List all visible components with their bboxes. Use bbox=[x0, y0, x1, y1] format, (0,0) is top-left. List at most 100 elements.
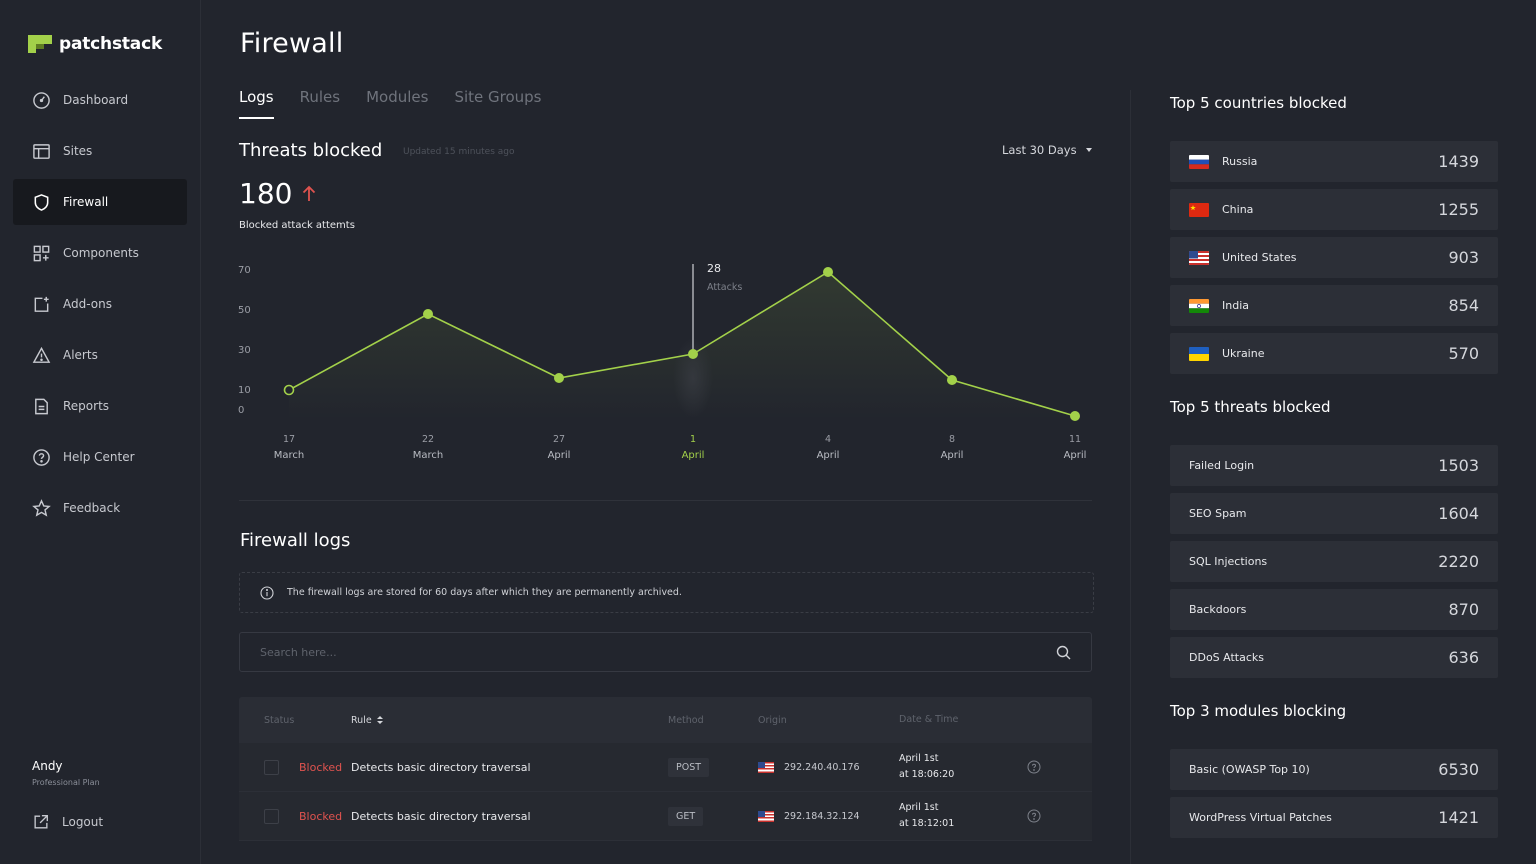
date-range-dropdown[interactable]: Last 30 Days bbox=[1002, 143, 1092, 157]
x-tick-day: 27 bbox=[553, 434, 565, 445]
arrow-up-icon bbox=[303, 185, 316, 201]
column-method: Method bbox=[668, 714, 704, 726]
country-count: 903 bbox=[1448, 248, 1479, 267]
sort-icon[interactable] bbox=[376, 716, 383, 724]
components-grid-icon bbox=[33, 245, 50, 261]
tooltip-value: 28 bbox=[707, 262, 721, 275]
updated-timestamp: Updated 15 minutes ago bbox=[403, 147, 515, 157]
user-info: Andy Professional Plan bbox=[32, 759, 100, 787]
y-tick-label: 70 bbox=[238, 265, 251, 276]
x-tick-month: March bbox=[274, 450, 304, 461]
search-icon[interactable] bbox=[1056, 645, 1071, 660]
threats-total: 180 bbox=[239, 177, 316, 210]
patchstack-logo-icon bbox=[28, 35, 52, 53]
row-checkbox[interactable] bbox=[264, 759, 279, 775]
column-rule-label: Rule bbox=[351, 714, 372, 726]
x-tick-day: 17 bbox=[283, 434, 295, 445]
country-card-china[interactable]: China 1255 bbox=[1170, 189, 1498, 230]
search-box bbox=[239, 632, 1092, 672]
firewall-logs-title: Firewall logs bbox=[240, 530, 351, 551]
country-count: 1439 bbox=[1438, 152, 1479, 171]
user-name: Andy bbox=[32, 759, 63, 773]
sidebar-item-label: Add-ons bbox=[63, 297, 112, 311]
threat-name: SEO Spam bbox=[1189, 507, 1247, 520]
threat-name: DDoS Attacks bbox=[1189, 651, 1264, 664]
threat-name: Backdoors bbox=[1189, 603, 1247, 616]
log-date: April 1st bbox=[899, 753, 939, 764]
sidebar-item-components[interactable]: Components bbox=[13, 230, 187, 276]
module-count: 1421 bbox=[1438, 808, 1479, 827]
x-tick-month: March bbox=[413, 450, 443, 461]
addons-square-plus-icon bbox=[34, 296, 49, 312]
threat-card[interactable]: SQL Injections 2220 bbox=[1170, 541, 1498, 582]
threat-card[interactable]: DDoS Attacks 636 bbox=[1170, 637, 1498, 678]
row-checkbox[interactable] bbox=[264, 808, 279, 824]
threat-card[interactable]: Backdoors 870 bbox=[1170, 589, 1498, 630]
tooltip-label: Attacks bbox=[707, 282, 742, 293]
info-icon bbox=[260, 585, 274, 600]
sidebar-item-firewall[interactable]: Firewall bbox=[13, 179, 187, 225]
country-card-ukraine[interactable]: Ukraine 570 bbox=[1170, 333, 1498, 374]
us-flag-icon bbox=[758, 761, 774, 773]
module-card[interactable]: Basic (OWASP Top 10) 6530 bbox=[1170, 749, 1498, 790]
sidebar-item-label: Firewall bbox=[63, 195, 109, 209]
log-date: April 1st bbox=[899, 802, 939, 813]
search-input[interactable] bbox=[260, 645, 960, 659]
threats-total-value: 180 bbox=[239, 177, 293, 210]
y-tick-label: 50 bbox=[238, 305, 251, 316]
threat-card[interactable]: SEO Spam 1604 bbox=[1170, 493, 1498, 534]
sidebar-item-reports[interactable]: Reports bbox=[13, 383, 187, 429]
sidebar-item-label: Dashboard bbox=[63, 93, 129, 107]
tab-site-groups[interactable]: Site Groups bbox=[454, 88, 542, 106]
logout-external-icon bbox=[34, 815, 48, 829]
ukraine-flag-icon bbox=[1189, 346, 1209, 361]
data-point bbox=[823, 267, 833, 277]
sidebar-item-dashboard[interactable]: Dashboard bbox=[13, 77, 187, 123]
dashboard-gauge-icon bbox=[33, 91, 50, 109]
sidebar-item-label: Sites bbox=[63, 144, 93, 158]
russia-flag-icon bbox=[1189, 154, 1209, 169]
module-card[interactable]: WordPress Virtual Patches 1421 bbox=[1170, 797, 1498, 838]
sidebar-item-add-ons[interactable]: Add-ons bbox=[13, 281, 187, 327]
logout-button[interactable]: Logout bbox=[32, 813, 103, 831]
brand-logo[interactable]: patchstack bbox=[28, 34, 162, 54]
column-rule[interactable]: Rule bbox=[351, 715, 668, 726]
sidebar-item-feedback[interactable]: Feedback bbox=[13, 485, 187, 531]
log-time: at 18:06:20 bbox=[899, 769, 955, 780]
y-tick-label: 30 bbox=[238, 345, 251, 356]
country-card-russia[interactable]: Russia 1439 bbox=[1170, 141, 1498, 182]
sites-window-icon bbox=[33, 143, 50, 159]
x-tick-month: April bbox=[682, 450, 705, 461]
data-point bbox=[283, 384, 295, 396]
sidebar-item-help-center[interactable]: Help Center bbox=[13, 434, 187, 480]
country-card-india[interactable]: India 854 bbox=[1170, 285, 1498, 326]
firewall-logs-table: Status Rule Method Origin Date & Time Bl… bbox=[239, 697, 1092, 841]
tab-rules[interactable]: Rules bbox=[299, 88, 341, 106]
table-row[interactable]: Blocked Detects basic directory traversa… bbox=[239, 792, 1092, 841]
sidebar-item-label: Components bbox=[63, 246, 139, 260]
country-name: China bbox=[1222, 203, 1254, 216]
tab-logs[interactable]: Logs bbox=[239, 88, 274, 119]
top-threats-title: Top 5 threats blocked bbox=[1170, 398, 1331, 416]
help-circle-icon[interactable] bbox=[1027, 760, 1041, 774]
sidebar-nav: Dashboard Sites Firewall Components Add-… bbox=[13, 77, 187, 536]
country-count: 570 bbox=[1448, 344, 1479, 363]
threats-total-label: Blocked attack attemts bbox=[239, 220, 355, 231]
origin-ip: 292.240.40.176 bbox=[784, 761, 860, 773]
tab-modules[interactable]: Modules bbox=[366, 88, 429, 106]
sidebar-item-sites[interactable]: Sites bbox=[13, 128, 187, 174]
section-divider bbox=[239, 500, 1092, 501]
alert-triangle-icon bbox=[32, 346, 51, 363]
date-range-label: Last 30 Days bbox=[1002, 143, 1077, 157]
sidebar-item-alerts[interactable]: Alerts bbox=[13, 332, 187, 378]
table-row[interactable]: Blocked Detects basic directory traversa… bbox=[239, 743, 1092, 792]
help-circle-icon[interactable] bbox=[1027, 809, 1041, 823]
threat-card[interactable]: Failed Login 1503 bbox=[1170, 445, 1498, 486]
china-flag-icon bbox=[1189, 202, 1209, 217]
data-point bbox=[1070, 411, 1080, 421]
country-card-united-states[interactable]: United States 903 bbox=[1170, 237, 1498, 278]
threat-count: 1604 bbox=[1438, 504, 1479, 523]
country-name: Russia bbox=[1222, 155, 1258, 168]
sidebar-item-label: Reports bbox=[63, 399, 110, 413]
column-status: Status bbox=[264, 714, 295, 726]
